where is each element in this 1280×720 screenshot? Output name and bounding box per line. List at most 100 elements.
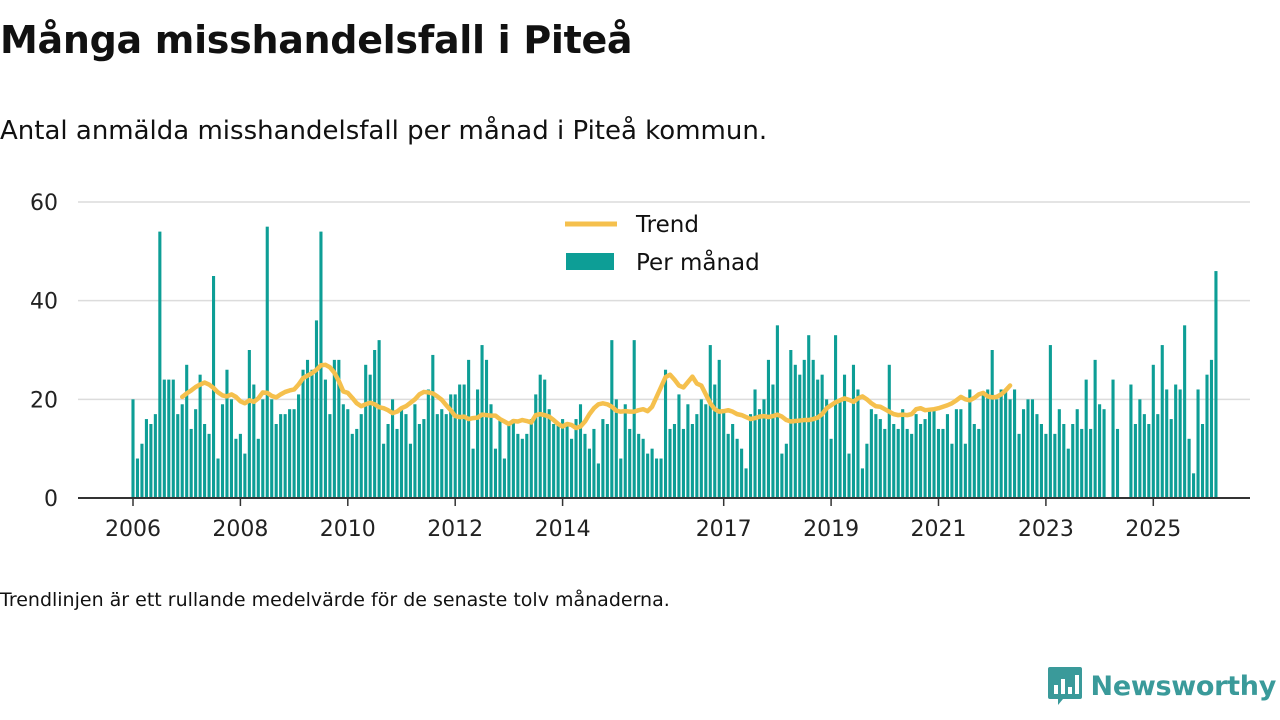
- bar: [1026, 399, 1030, 498]
- bar: [323, 379, 327, 498]
- bar: [538, 374, 542, 498]
- bar: [986, 389, 990, 498]
- bar: [520, 438, 524, 498]
- bar: [1209, 359, 1214, 498]
- bar: [1160, 345, 1164, 498]
- bar: [444, 414, 448, 498]
- bar: [305, 359, 310, 498]
- bar: [762, 399, 766, 498]
- bar: [1044, 433, 1048, 498]
- bar: [713, 384, 717, 498]
- bar: [708, 345, 712, 498]
- legend: Trend Per månad: [565, 212, 760, 276]
- trend-line: [179, 362, 1013, 431]
- bar: [453, 394, 457, 498]
- bar: [404, 414, 408, 498]
- bar: [135, 458, 140, 498]
- bar: [995, 399, 999, 498]
- bar: [892, 424, 896, 498]
- bar: [1147, 424, 1151, 498]
- bar-chart: 0 20 40 60 2006 2008 2010 2012 2014 2017 2019 2021…: [30, 191, 1250, 542]
- bar: [462, 384, 466, 498]
- bar: [596, 463, 600, 498]
- bar: [650, 448, 654, 498]
- bar-series-per-manad: [131, 226, 1218, 499]
- bar: [225, 369, 229, 498]
- bar: [1004, 389, 1008, 498]
- x-tick-label: 2021: [911, 517, 967, 542]
- bar: [1035, 414, 1039, 498]
- bar: [516, 433, 520, 498]
- bar: [1075, 409, 1079, 498]
- bar: [726, 433, 730, 498]
- bar: [529, 419, 533, 498]
- bar: [1039, 424, 1043, 498]
- chart-subtitle: Antal anmälda misshandelsfall per månad …: [0, 116, 768, 146]
- bar: [570, 438, 574, 498]
- bar: [1138, 399, 1142, 498]
- bar: [350, 433, 354, 498]
- bar: [561, 419, 565, 498]
- bar: [1111, 379, 1115, 498]
- bar: [1183, 325, 1187, 498]
- bar: [847, 453, 851, 498]
- bar: [923, 419, 927, 498]
- bar: [1178, 389, 1182, 498]
- bar: [883, 428, 887, 498]
- trend-series: [179, 362, 1013, 431]
- bar: [337, 359, 341, 498]
- bar: [784, 443, 788, 498]
- bar: [283, 414, 287, 498]
- bar: [364, 364, 368, 498]
- bar: [261, 399, 265, 498]
- bar: [672, 424, 677, 498]
- bar: [623, 404, 627, 498]
- bar: [1196, 389, 1200, 498]
- bar: [905, 428, 909, 498]
- bar: [1156, 414, 1160, 498]
- bar: [950, 443, 954, 498]
- bar: [605, 424, 609, 498]
- bar: [829, 438, 833, 498]
- bar: [171, 379, 175, 498]
- bar: [1102, 409, 1106, 498]
- bar: [641, 438, 645, 498]
- bar: [910, 433, 914, 498]
- bar: [936, 428, 941, 498]
- bar: [655, 458, 659, 498]
- bar: [722, 409, 726, 498]
- bar: [399, 409, 404, 498]
- bar: [874, 414, 878, 498]
- bar: [869, 409, 873, 498]
- bar: [180, 404, 184, 498]
- bar: [1008, 399, 1012, 498]
- bar: [426, 389, 430, 498]
- bar: [1053, 433, 1057, 498]
- bar: [493, 448, 498, 498]
- bar: [1187, 438, 1191, 498]
- bar: [592, 428, 596, 498]
- legend-per-manad-swatch: [566, 253, 614, 270]
- bar: [167, 379, 171, 498]
- bar: [757, 409, 762, 498]
- y-tick-label: 20: [30, 388, 58, 413]
- bar: [386, 424, 390, 498]
- bar: [677, 394, 681, 498]
- bar: [968, 389, 972, 498]
- y-tick-label: 60: [30, 191, 58, 216]
- bar: [659, 458, 663, 498]
- bar: [834, 335, 838, 498]
- x-tick-label: 2017: [696, 517, 752, 542]
- bar: [413, 404, 417, 498]
- bar: [552, 424, 556, 498]
- bar: [144, 419, 148, 498]
- bar: [1174, 384, 1178, 498]
- bar: [838, 399, 842, 498]
- bar: [1062, 424, 1066, 498]
- bar: [238, 433, 242, 498]
- bar: [252, 384, 256, 498]
- bar: [288, 409, 292, 498]
- bar: [887, 364, 891, 498]
- brand-logo[interactable]: Newsworthy: [1047, 665, 1276, 707]
- bar: [373, 350, 377, 498]
